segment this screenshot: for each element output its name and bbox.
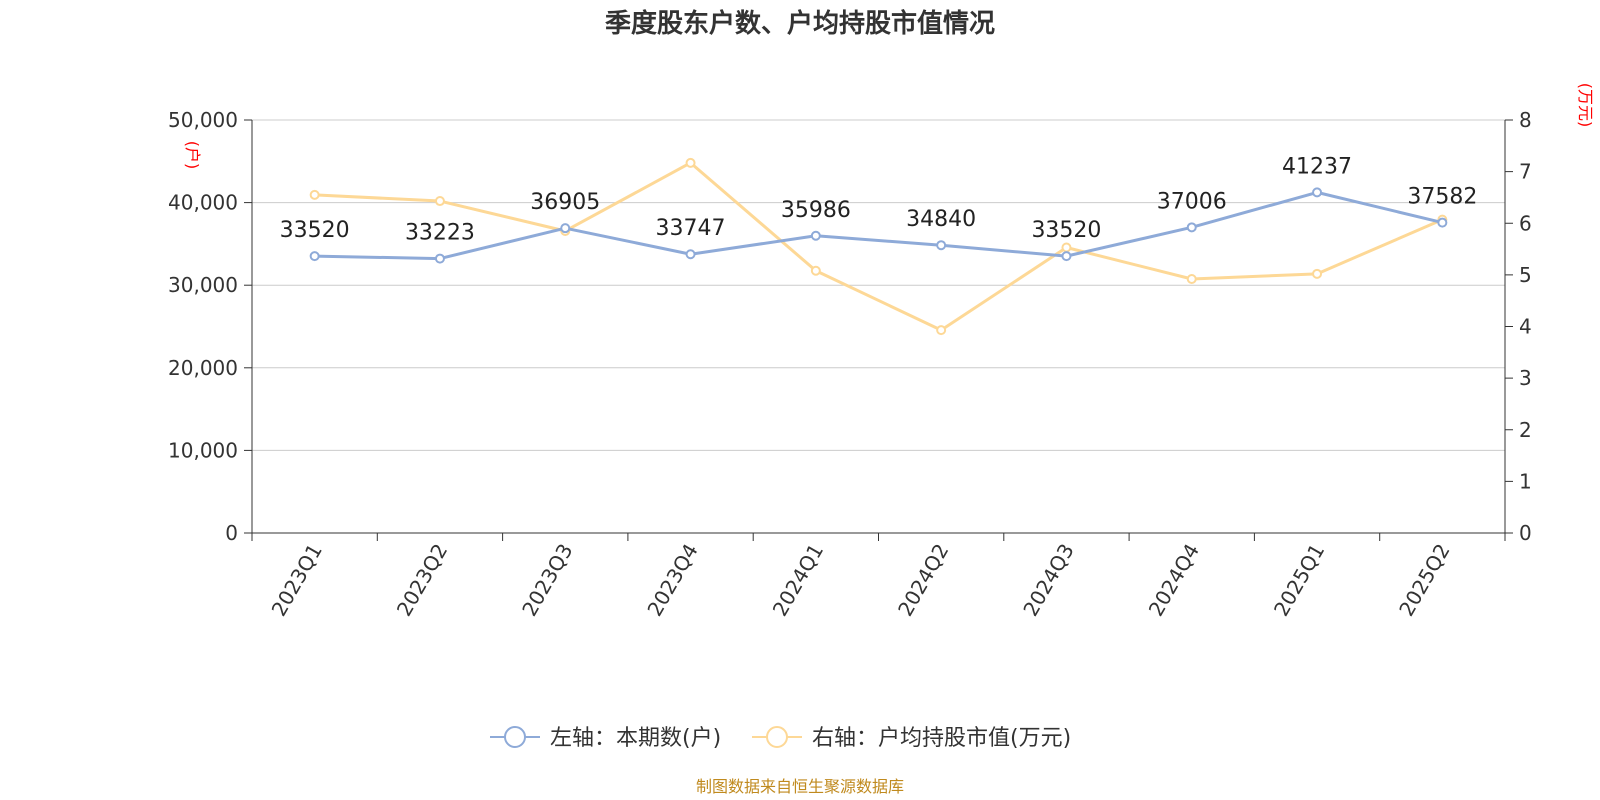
holders-data-label: 36905 bbox=[530, 190, 600, 215]
right-tick-label: 1 bbox=[1519, 469, 1532, 493]
avg-value-point bbox=[1186, 274, 1197, 285]
x-tick-label: 2025Q2 bbox=[1394, 540, 1454, 621]
grid-lines bbox=[252, 119, 1505, 451]
right-tick-label: 8 bbox=[1519, 108, 1532, 132]
holders-point bbox=[1437, 217, 1448, 228]
x-tick-label: 2024Q3 bbox=[1018, 540, 1078, 621]
holders-point bbox=[309, 251, 320, 262]
left-tick-label: 0 bbox=[225, 521, 238, 545]
x-tick-label: 2023Q1 bbox=[267, 540, 327, 621]
right-tick-label: 5 bbox=[1519, 263, 1532, 287]
holders-data-label: 33520 bbox=[280, 218, 350, 243]
avg-value-point bbox=[810, 265, 821, 276]
holders-data-label: 41237 bbox=[1282, 154, 1352, 179]
holders-point bbox=[434, 253, 445, 264]
holders-point bbox=[1061, 251, 1072, 262]
legend: 左轴：本期数(户) 右轴：户均持股市值(万元) bbox=[490, 726, 1071, 751]
x-tick-label: 2024Q1 bbox=[768, 540, 828, 621]
legend-left-marker bbox=[504, 726, 526, 748]
holders-data-label: 35986 bbox=[781, 198, 851, 223]
x-tick-label: 2023Q3 bbox=[517, 540, 577, 621]
right-tick-label: 4 bbox=[1519, 315, 1532, 339]
holders-point bbox=[1186, 222, 1197, 233]
right-tick-label: 0 bbox=[1519, 521, 1532, 545]
avg-value-line bbox=[314, 161, 1443, 332]
x-tick-label: 2024Q2 bbox=[893, 540, 953, 621]
right-tick-label: 7 bbox=[1519, 160, 1532, 184]
right-axis-unit: (万元) bbox=[1576, 83, 1595, 128]
left-tick-label: 10,000 bbox=[168, 438, 238, 462]
legend-left-label: 左轴：本期数(户) bbox=[550, 726, 721, 751]
avg-value-point bbox=[685, 157, 696, 168]
holders-data-label: 37006 bbox=[1157, 189, 1227, 214]
avg-value-point bbox=[309, 189, 320, 200]
right-tick-label: 6 bbox=[1519, 211, 1532, 235]
axes: 0 10,000 20,000 30,000 40,000 50,000 0 1 2 3 4 5 6 7 8… bbox=[168, 108, 1532, 620]
chart-title: 季度股东户数、户均持股市值情况 bbox=[605, 8, 995, 39]
source-note: 制图数据来自恒生聚源数据库 bbox=[696, 777, 904, 796]
data-labels: 33520 33223 36905 33747 35986 34840 33520 37006… bbox=[280, 154, 1478, 245]
legend-right-marker bbox=[766, 726, 788, 748]
avg-value-point bbox=[434, 196, 445, 207]
x-tick-label: 2023Q2 bbox=[392, 540, 452, 621]
legend-right-label: 右轴：户均持股市值(万元) bbox=[812, 726, 1071, 751]
holders-data-label: 34840 bbox=[906, 207, 976, 232]
x-tick-label: 2025Q1 bbox=[1269, 540, 1329, 621]
holders-data-label: 33520 bbox=[1031, 218, 1101, 243]
holders-point bbox=[560, 223, 571, 234]
left-tick-label: 20,000 bbox=[168, 356, 238, 380]
holders-line bbox=[314, 190, 1443, 261]
series-layer bbox=[309, 157, 1448, 336]
x-tick-label: 2023Q4 bbox=[642, 540, 702, 621]
left-axis-unit: (户) bbox=[183, 141, 202, 170]
legend-item-right[interactable]: 右轴：户均持股市值(万元) bbox=[752, 726, 1071, 751]
holders-point bbox=[685, 249, 696, 260]
avg-value-point bbox=[936, 325, 947, 336]
holders-point bbox=[936, 240, 947, 251]
right-tick-label: 2 bbox=[1519, 418, 1532, 442]
left-tick-label: 30,000 bbox=[168, 273, 238, 297]
x-tick-label: 2024Q4 bbox=[1144, 540, 1204, 621]
left-tick-label: 50,000 bbox=[168, 108, 238, 132]
holders-data-label: 33747 bbox=[656, 216, 726, 241]
holders-point bbox=[810, 230, 821, 241]
legend-item-left[interactable]: 左轴：本期数(户) bbox=[490, 726, 721, 751]
holders-data-label: 33223 bbox=[405, 221, 475, 246]
holders-data-label: 37582 bbox=[1407, 185, 1477, 210]
holders-point bbox=[1312, 187, 1323, 198]
right-tick-label: 3 bbox=[1519, 366, 1532, 390]
avg-value-point bbox=[1312, 268, 1323, 279]
avg-value-point bbox=[1061, 242, 1072, 253]
left-tick-label: 40,000 bbox=[168, 191, 238, 215]
